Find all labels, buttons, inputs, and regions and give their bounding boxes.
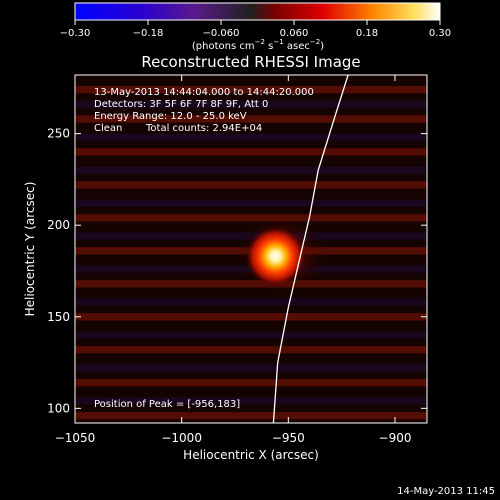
annotation-peak-position: Position of Peak = [-956,183] <box>94 399 240 410</box>
colorbar-tick-label: 0.060 <box>280 28 309 39</box>
flare-source <box>245 226 306 287</box>
x-axis-label: Heliocentric X (arcsec) <box>183 448 319 462</box>
y-tick-label: 100 <box>47 401 70 415</box>
plot-frame <box>74 74 428 424</box>
colorbar-unit-label: (photons cm−2 s−1 asec−2) <box>192 38 324 52</box>
y-axis-label: Heliocentric Y (arcsec) <box>23 182 37 317</box>
heatmap-stripe <box>75 199 427 207</box>
y-tick-label: 200 <box>47 218 70 232</box>
heatmap-stripe <box>75 364 427 372</box>
x-tick-label: −1050 <box>55 431 96 445</box>
heatmap-stripe <box>75 397 427 405</box>
annotation-clean: Clean <box>94 123 122 134</box>
heatmap-stripe <box>75 166 427 174</box>
y-axis-ticks: 100 150 200 250 <box>47 127 427 415</box>
colorbar-tick-label: 0.30 <box>429 28 451 39</box>
y-tick-label: 150 <box>47 310 70 324</box>
heatmap-stripe <box>75 379 427 387</box>
heatmap-stripe <box>75 148 427 156</box>
y-tick-label: 250 <box>47 127 70 141</box>
heatmap-stripe <box>75 85 427 94</box>
footer-timestamp: 14-May-2013 11:45 <box>397 486 495 497</box>
x-tick-label: −900 <box>379 431 412 445</box>
x-axis-ticks: −1050 −1000 −950 −900 <box>55 75 412 445</box>
heatmap-stripe <box>75 298 427 306</box>
heatmap-stripe <box>75 412 427 420</box>
annotation-energy: Energy Range: 12.0 - 25.0 keV <box>94 111 247 122</box>
heatmap-stripe <box>75 214 427 222</box>
heatmap-stripe <box>75 181 427 189</box>
heatmap-stripe <box>75 100 427 108</box>
heatmap-stripe <box>75 346 427 354</box>
heatmap-stripe <box>75 313 427 321</box>
colorbar-tick-label: −0.060 <box>202 28 239 39</box>
solar-limb-curve <box>272 75 349 423</box>
colorbar-ticks: −0.30 −0.18 −0.060 0.060 0.18 0.30 <box>60 20 451 39</box>
heatmap-stripe <box>75 280 427 288</box>
colorbar-tick-label: −0.30 <box>60 28 91 39</box>
x-tick-label: −950 <box>272 431 305 445</box>
heatmap-area <box>75 75 427 423</box>
heatmap-stripe <box>75 133 427 141</box>
annotation-counts: Total counts: 2.94E+04 <box>145 123 262 134</box>
chart-title: Reconstructed RHESSI Image <box>141 53 360 71</box>
x-tick-label: −1000 <box>161 431 202 445</box>
colorbar <box>74 2 441 21</box>
annotation-detectors: Detectors: 3F 5F 6F 7F 8F 9F, Att 0 <box>94 99 268 110</box>
annotation-time-range: 13-May-2013 14:44:04.000 to 14:44:20.000 <box>94 87 314 98</box>
colorbar-tick-label: 0.18 <box>356 28 378 39</box>
heatmap-stripe <box>75 115 427 123</box>
heatmap-stripe <box>75 331 427 339</box>
colorbar-tick-label: −0.18 <box>133 28 164 39</box>
